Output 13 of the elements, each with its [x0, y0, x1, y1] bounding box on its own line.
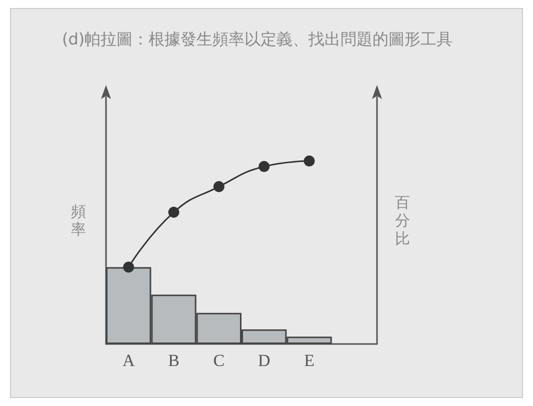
point	[258, 161, 270, 172]
y-axis-title: 頻率	[71, 202, 86, 238]
x-tick-label: C	[213, 351, 225, 370]
point	[213, 181, 224, 192]
point	[168, 206, 180, 218]
x-tick-label: A	[122, 351, 136, 370]
x-tick-label: B	[168, 351, 180, 370]
chart-title: (d)帕拉圖：根據發生頻率以定義、找出問題的圖形工具	[62, 30, 453, 48]
x-tick-label: D	[258, 351, 270, 370]
x-tick-label: E	[304, 351, 314, 370]
point	[304, 156, 315, 167]
y2-axis-title: 百分比	[395, 194, 410, 248]
point	[123, 262, 134, 273]
